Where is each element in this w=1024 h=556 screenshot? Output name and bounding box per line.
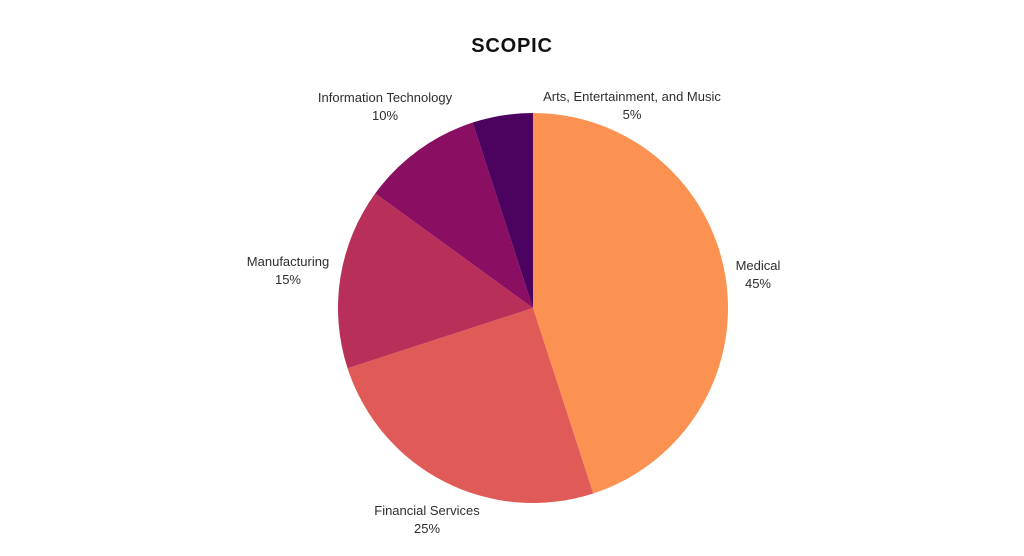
slice-label-arts-entertainment-and-music: Arts, Entertainment, and Music 5% — [543, 88, 721, 124]
pie-slice-arts-entertainment-and-music — [472, 113, 533, 308]
pie-slice-information-technology — [375, 122, 533, 308]
slice-label-manufacturing: Manufacturing 15% — [247, 253, 329, 289]
slice-label-medical: Medical 45% — [736, 257, 781, 293]
slice-label-financial-services: Financial Services 25% — [374, 502, 480, 538]
pie-slice-medical — [533, 113, 729, 494]
chart-title: SCOPIC — [471, 35, 553, 57]
slice-percent-text: 5% — [622, 107, 642, 122]
slice-label-text: Information Technology — [317, 90, 453, 105]
slice-percent-text: 10% — [371, 108, 399, 123]
pie-slice-financial-services — [347, 308, 594, 504]
slice-label-text: Manufacturing — [246, 254, 330, 269]
slice-percent-text: 15% — [274, 272, 302, 287]
slice-label-information-technology: Information Technology 10% — [318, 89, 452, 125]
slice-label-text: Financial Services — [374, 503, 480, 518]
slice-percent-text: 25% — [413, 521, 441, 536]
slice-label-text: Medical — [735, 258, 781, 273]
pie-slice-manufacturing — [337, 193, 533, 369]
slice-percent-text: 45% — [744, 276, 772, 291]
slice-label-text: Arts, Entertainment, and Music — [543, 89, 721, 104]
